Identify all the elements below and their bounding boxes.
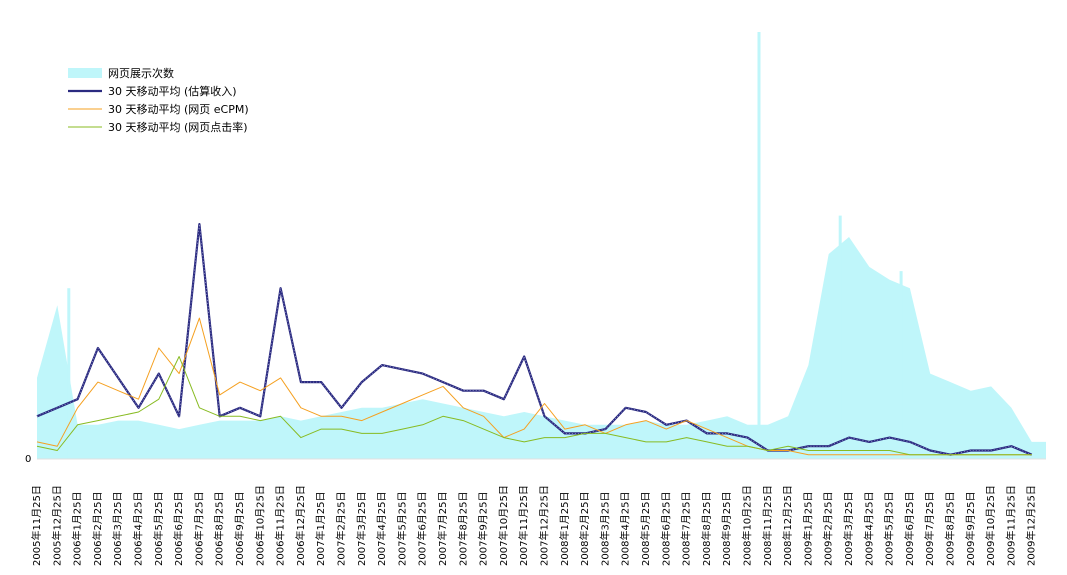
x-tick-label: 2008年6月25日 — [659, 491, 672, 566]
x-tick-label: 2007年1月25日 — [314, 491, 327, 566]
x-tick-label: 2008年5月25日 — [639, 491, 652, 566]
x-tick-label: 2007年11月25日 — [517, 485, 530, 566]
x-tick-label: 2006年8月25日 — [213, 491, 226, 566]
x-tick-label: 2006年7月25日 — [192, 491, 205, 566]
legend-label: 网页展示次数 — [108, 66, 174, 80]
x-tick-label: 2008年11月25日 — [761, 485, 774, 566]
x-tick-label: 2007年9月25日 — [477, 491, 490, 566]
pageviews-spike — [899, 271, 903, 459]
x-tick-label: 2008年7月25日 — [680, 491, 693, 566]
x-tick-label: 2006年9月25日 — [233, 491, 246, 566]
x-tick-label: 2006年2月25日 — [91, 491, 104, 566]
x-tick-label: 2009年1月25日 — [801, 491, 814, 566]
x-tick-label: 2009年6月25日 — [903, 491, 916, 566]
legend-label: 30 天移动平均 (估算收入) — [108, 84, 237, 98]
legend: 网页展示次数 30 天移动平均 (估算收入) 30 天移动平均 (网页 eCPM) 3… — [68, 66, 249, 134]
x-tick-label: 2007年2月25日 — [335, 491, 348, 566]
x-tick-label: 2008年10月25日 — [741, 485, 754, 566]
x-tick-label: 2008年1月25日 — [558, 491, 571, 566]
x-tick-label: 2009年12月25日 — [1025, 485, 1038, 566]
pageviews-spike — [67, 288, 71, 459]
series-line-2 — [36, 317, 1032, 456]
moving-average-lines-layer — [36, 223, 1033, 456]
pageviews-spike — [838, 215, 842, 459]
series-line-revenue-highlight — [36, 224, 1032, 456]
x-tick-label: 2007年5月25日 — [395, 491, 408, 566]
x-tick-label: 2009年8月25日 — [944, 491, 957, 566]
x-tick-label: 2007年10月25日 — [497, 485, 510, 566]
x-tick-label: 2007年12月25日 — [538, 485, 551, 566]
x-tick-label: 2008年12月25日 — [781, 485, 794, 566]
x-tick-label: 2006年5月25日 — [152, 491, 165, 566]
series-line-3 — [36, 356, 1032, 456]
x-tick-label: 2006年11月25日 — [274, 485, 287, 566]
x-tick-label: 2009年5月25日 — [883, 491, 896, 566]
x-tick-label: 2009年11月25日 — [1004, 485, 1017, 566]
x-tick-labels: 2005年11月25日 2005年12月25日 2006年1月25日 2006年2月2… — [30, 485, 1038, 566]
x-tick-label: 2007年3月25日 — [355, 491, 368, 566]
x-tick-label: 2009年4月25日 — [862, 491, 875, 566]
x-tick-label: 2009年10月25日 — [984, 485, 997, 566]
x-tick-label: 2008年4月25日 — [619, 491, 632, 566]
x-tick-label: 2008年2月25日 — [578, 491, 591, 566]
x-tick-label: 2007年4月25日 — [375, 491, 388, 566]
y-tick-label: 0 — [25, 454, 31, 465]
x-tick-label: 2009年3月25日 — [842, 491, 855, 566]
legend-label: 30 天移动平均 (网页点击率) — [108, 120, 248, 134]
legend-swatch-area — [68, 68, 102, 78]
x-tick-label: 2006年6月25日 — [172, 491, 185, 566]
x-tick-label: 2007年6月25日 — [416, 491, 429, 566]
x-tick-label: 2006年12月25日 — [294, 485, 307, 566]
x-tick-label: 2006年10月25日 — [253, 485, 266, 566]
series-area-pageviews — [37, 237, 1046, 459]
x-tick-label: 2005年12月25日 — [50, 485, 63, 566]
x-tick-label: 2006年3月25日 — [111, 491, 124, 566]
x-tick-label: 2007年8月25日 — [456, 491, 469, 566]
x-tick-label: 2009年2月25日 — [822, 491, 835, 566]
x-tick-label: 2009年9月25日 — [964, 491, 977, 566]
pageviews-area-layer — [37, 32, 1046, 459]
x-tick-label: 2009年7月25日 — [923, 491, 936, 566]
x-tick-label: 2007年7月25日 — [436, 491, 449, 566]
x-tick-label: 2006年1月25日 — [71, 491, 84, 566]
x-tick-label: 2005年11月25日 — [30, 485, 43, 566]
x-tick-label: 2008年9月25日 — [720, 491, 733, 566]
x-tick-label: 2008年3月25日 — [598, 491, 611, 566]
x-tick-label: 2006年4月25日 — [132, 491, 145, 566]
pageviews-spike — [757, 32, 761, 459]
x-tick-label: 2008年8月25日 — [700, 491, 713, 566]
legend-label: 30 天移动平均 (网页 eCPM) — [108, 103, 249, 116]
